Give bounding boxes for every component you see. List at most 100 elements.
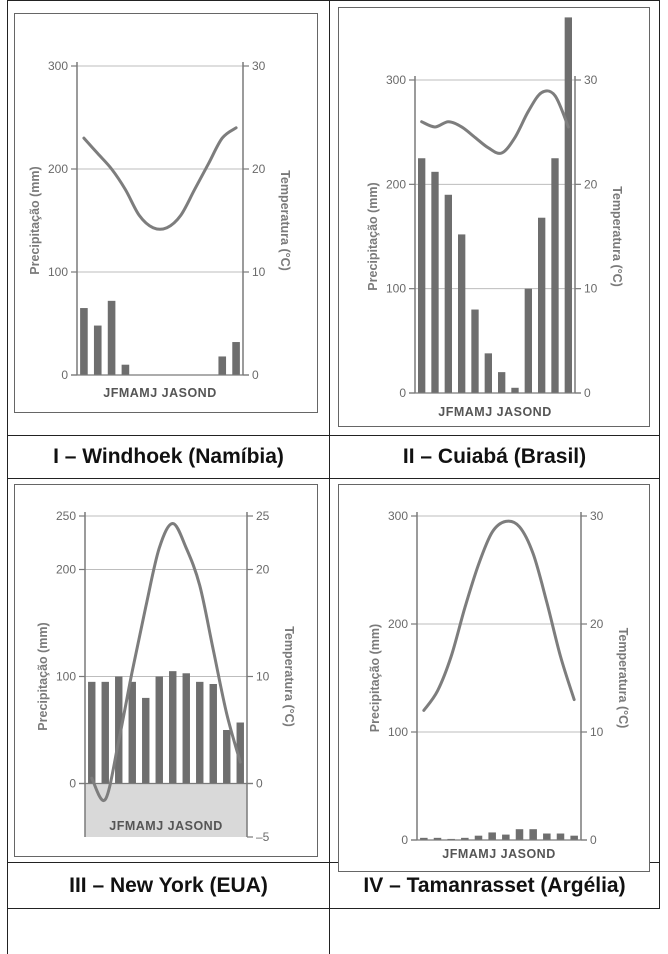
below-zero-shade [85,783,247,837]
left-tick-label-300: 300 [386,73,406,87]
month-labels: JFMAMJ JASOND [109,819,222,833]
climate-chart-tamanrasset: 0 100 200 300 0 10 20 30 JFMAMJ JASOND Precipitaç… [338,484,650,872]
right-tick-label-20: 20 [584,177,598,191]
climate-chart-windhoek: 0 100 200 300 0 10 20 30 JFMAMJ JASOND Precipitaç… [14,13,318,413]
row1-chart-bottom-line [7,435,660,436]
temperature-line [422,519,576,712]
precip-bar-1 [88,681,96,784]
left-tick-label-250: 250 [56,509,76,523]
right-tick-label-10: 10 [252,265,266,279]
right-tick-label-0: 0 [590,833,597,847]
precip-bar-1 [420,837,428,840]
precip-bar-9 [524,288,532,393]
y-axis-title: Precipitação (mm) [28,166,42,274]
precip-bar-11 [218,356,227,375]
precip-bar-8 [515,829,524,840]
precip-bar-5 [474,835,483,840]
precip-bar-12 [236,722,244,784]
left-tick-label-100: 100 [386,282,406,296]
frame-left-line [7,0,8,954]
right-tick-label-20: 20 [590,617,604,631]
y-axis-title: Precipitação (mm) [36,622,50,730]
precip-bar-12 [564,17,572,394]
left-tick-label-200: 200 [388,617,408,631]
frame-right-line [659,0,660,908]
right-tick-label-0: 0 [584,386,591,400]
precip-bar-6 [155,676,163,784]
temperature-line [420,89,570,155]
left-tick-label-300: 300 [388,509,408,523]
precip-bar-3 [444,194,452,393]
y2-axis-title: Temperatura (°C) [282,626,296,727]
precip-bar-11 [556,833,565,840]
precip-bar-3 [115,676,123,784]
left-tick-label-100: 100 [388,725,408,739]
y2-axis-title: Temperatura (°C) [278,170,292,271]
left-tick-label-100: 100 [48,265,68,279]
y2-axis-title: Temperatura (°C) [610,186,624,287]
precip-bar-6 [484,353,492,393]
precip-bar-11 [551,158,559,393]
precip-bar-4 [128,681,136,784]
y-axis-title: Precipitação (mm) [368,624,382,732]
left-tick-label-100: 100 [56,670,76,684]
right-tick-label-25: 25 [256,509,270,523]
precip-bar-9 [529,829,537,840]
row2-chart-bottom-line [7,862,660,863]
precip-bar-5 [471,309,479,393]
frame-middle-line [329,0,330,954]
right-tick-label-0: 0 [252,368,259,382]
precip-bar-11 [223,730,231,784]
temperature-line [82,126,238,231]
left-tick-label-300: 300 [48,59,68,73]
month-labels: JFMAMJ JASOND [103,386,216,400]
precip-bar-2 [93,325,102,375]
precip-bar-2 [433,837,442,840]
month-labels: JFMAMJ JASOND [442,847,555,861]
left-tick-label-200: 200 [56,563,76,577]
right-tick-label-20: 20 [252,162,266,176]
right-tick-label-30: 30 [252,59,266,73]
right-tick-label-0: 0 [256,777,263,791]
climogram-windhoek: 0 100 200 300 0 10 20 30 JFMAMJ JASOND Precipitaç… [28,59,292,400]
right-tick-label-10: 10 [584,282,598,296]
precip-bar-12 [570,835,578,840]
left-tick-label-0: 0 [61,368,68,382]
precip-bar-5 [142,697,150,784]
frame-top-line [7,0,660,1]
row2-caption-bottom-line [7,908,660,909]
climate-chart-cuiaba: 0 100 200 300 0 10 20 30 JFMAMJ JASOND Precipitaç… [338,7,650,427]
precip-bar-7 [169,671,177,784]
caption-new-york: III – New York (EUA) [69,873,268,897]
y2-axis-title: Temperatura (°C) [616,628,630,729]
left-tick-label-0: 0 [401,833,408,847]
caption-windhoek: I – Windhoek (Namíbia) [53,445,284,468]
precip-bar-10 [543,833,551,840]
temperature-line [90,521,242,803]
month-labels: JFMAMJ JASOND [438,405,551,419]
precip-bar-10 [538,217,546,393]
left-tick-label-200: 200 [386,177,406,191]
y-axis-title: Precipitação (mm) [366,182,380,290]
right-tick-label-30: 30 [584,73,598,87]
precip-bar-1 [418,158,426,393]
precip-bar-10 [209,683,217,784]
precip-bar-8 [511,387,519,393]
right-tick-label-10: 10 [256,670,270,684]
precip-bar-3 [107,300,116,375]
left-tick-label-200: 200 [48,162,68,176]
precip-bar-9 [196,681,204,784]
precip-bar-2 [101,681,109,784]
precip-bar-6 [488,832,496,840]
climogram-tamanrasset: 0 100 200 300 0 10 20 30 JFMAMJ JASOND Precipitaç… [368,509,630,861]
climogram-new-york: 0 100 200 250 –5 0 10 20 25 JFMAMJ JASOND Precipit… [36,509,296,844]
precip-bar-7 [498,372,506,393]
climate-chart-new-york: 0 100 200 250 –5 0 10 20 25 JFMAMJ JASOND Precipit… [14,484,318,857]
precip-bar-7 [502,834,510,840]
left-tick-label-0: 0 [399,386,406,400]
right-tick-label-30: 30 [590,509,604,523]
right-tick-label-10: 10 [590,725,604,739]
right-tick-label-20: 20 [256,563,270,577]
caption-cuiaba: II – Cuiabá (Brasil) [402,445,587,468]
left-tick-label-0: 0 [69,777,76,791]
